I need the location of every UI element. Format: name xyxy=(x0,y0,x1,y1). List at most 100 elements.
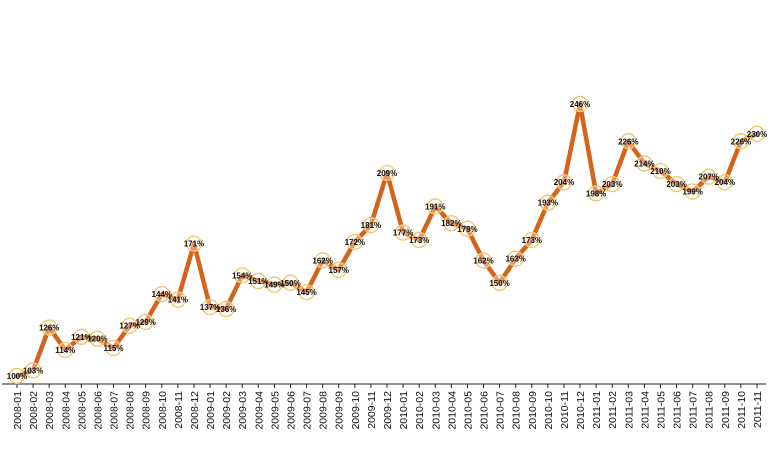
data-label: 126% xyxy=(39,324,59,333)
data-point-marker xyxy=(523,231,540,249)
data-point-marker xyxy=(491,274,508,292)
x-tick-label: 2011-06 xyxy=(672,391,684,429)
data-point-marker xyxy=(105,339,122,357)
data-point-marker xyxy=(362,216,380,234)
x-tick-label: 2008-10 xyxy=(157,391,169,430)
x-tick-label: 2010-01 xyxy=(398,391,410,430)
x-tick-label: 2011-05 xyxy=(655,391,667,429)
data-label-layer: 100%103% 126% 114% 121%120%115% 127%129% 144%… xyxy=(7,100,767,381)
data-point-marker xyxy=(604,175,621,193)
axis-layer xyxy=(2,383,766,388)
data-point-marker xyxy=(652,162,669,180)
x-tick-label: 2009-12 xyxy=(382,391,394,430)
x-tick-label: 2009-08 xyxy=(318,391,330,430)
data-point-marker xyxy=(394,224,412,241)
x-tick-label: 2010-11 xyxy=(559,391,571,429)
data-label: 150% xyxy=(280,279,300,288)
data-point-marker xyxy=(137,313,154,331)
x-tick-label: 2009-04 xyxy=(253,391,265,430)
x-tick-label: 2008-11 xyxy=(173,391,185,429)
x-tick-label: 2010-12 xyxy=(575,391,587,430)
x-tick-label: 2009-02 xyxy=(221,391,233,430)
data-point-marker xyxy=(748,125,766,143)
data-point-marker xyxy=(732,133,750,150)
x-tick-label: 2009-05 xyxy=(269,391,281,430)
x-tick-label: 2010-04 xyxy=(446,391,458,430)
data-point-marker xyxy=(684,183,701,200)
data-label: 199% xyxy=(682,188,702,197)
x-tick-label: 2010-10 xyxy=(543,391,555,430)
x-tick-label: 2009-09 xyxy=(334,391,346,430)
data-label: 226% xyxy=(618,137,638,146)
x-tick-label: 2011-02 xyxy=(607,391,619,429)
x-tick-label: 2011-07 xyxy=(688,391,700,429)
x-tick-label: 2011-10 xyxy=(736,391,748,429)
data-label: 141% xyxy=(168,296,188,305)
x-tick-label: 2010-02 xyxy=(414,391,426,430)
x-tick-label: 2008-04 xyxy=(60,391,72,430)
data-label: 154% xyxy=(232,271,252,280)
x-tick-label: 2011-04 xyxy=(639,391,651,429)
series-line xyxy=(14,101,760,379)
data-label: 177% xyxy=(393,229,413,238)
x-tick-label: 2009-07 xyxy=(302,391,314,430)
x-tick-label: 2009-03 xyxy=(237,391,249,430)
x-tick-label: 2008-01 xyxy=(12,391,24,430)
data-label: 136% xyxy=(216,305,236,314)
data-point-marker xyxy=(410,231,428,249)
data-point-marker xyxy=(555,174,573,191)
x-tick-label: 2011-11 xyxy=(752,391,764,428)
x-tick-label: 2010-08 xyxy=(511,391,523,430)
data-label: 162% xyxy=(473,256,493,265)
data-point-marker xyxy=(40,319,58,336)
x-tick-label: 2008-05 xyxy=(76,391,88,430)
data-label: 181% xyxy=(361,221,381,230)
data-label: 204% xyxy=(715,178,735,187)
x-tick-label: 2008-02 xyxy=(28,391,40,430)
x-tick-label: 2011-09 xyxy=(720,391,732,429)
data-point-marker xyxy=(153,285,170,303)
data-point-marker xyxy=(185,235,203,252)
data-label: 145% xyxy=(296,288,316,297)
data-label: 179% xyxy=(457,225,477,234)
data-point-marker xyxy=(539,194,557,211)
data-label: 246% xyxy=(570,100,590,109)
data-label: 173% xyxy=(522,236,542,245)
x-tick-label: 2008-06 xyxy=(92,391,104,430)
data-point-marker xyxy=(217,300,235,318)
x-tick-label-layer: 2008-01 2008-02 2008-03 2008-04 2008-05 2008-… xyxy=(12,391,764,430)
data-point-marker xyxy=(8,367,26,385)
data-label: 210% xyxy=(650,167,670,176)
data-point-marker xyxy=(378,164,396,182)
data-label: 173% xyxy=(409,236,429,245)
data-point-marker xyxy=(201,298,219,316)
data-point-marker xyxy=(668,175,685,193)
data-label: 114% xyxy=(55,346,75,355)
x-tick-label: 2009-06 xyxy=(285,391,297,430)
data-point-marker xyxy=(57,341,74,359)
data-label: 162% xyxy=(312,256,332,265)
data-label: 226% xyxy=(731,137,751,146)
data-point-marker xyxy=(89,330,106,347)
x-tick-label: 2008-09 xyxy=(141,391,153,430)
data-point-marker xyxy=(169,291,187,308)
data-label: 209% xyxy=(377,169,397,178)
data-label: 127% xyxy=(119,322,139,331)
data-point-marker xyxy=(330,261,347,279)
data-label: 150% xyxy=(489,279,509,288)
data-point-marker xyxy=(234,267,251,284)
x-tick-label: 2010-09 xyxy=(527,391,539,430)
data-label: 172% xyxy=(345,238,365,247)
data-label: 193% xyxy=(538,199,558,208)
data-point-marker xyxy=(443,215,460,232)
data-label: 204% xyxy=(554,178,574,187)
data-label: 207% xyxy=(699,173,719,182)
x-tick-label: 2008-08 xyxy=(125,391,137,430)
x-tick-label: 2008-03 xyxy=(44,391,56,430)
data-point-marker xyxy=(427,198,444,215)
data-label: 163% xyxy=(505,255,525,264)
data-label: 120% xyxy=(87,335,107,344)
x-tick-label: 2011-01 xyxy=(591,391,603,429)
data-point-marker xyxy=(459,220,476,238)
